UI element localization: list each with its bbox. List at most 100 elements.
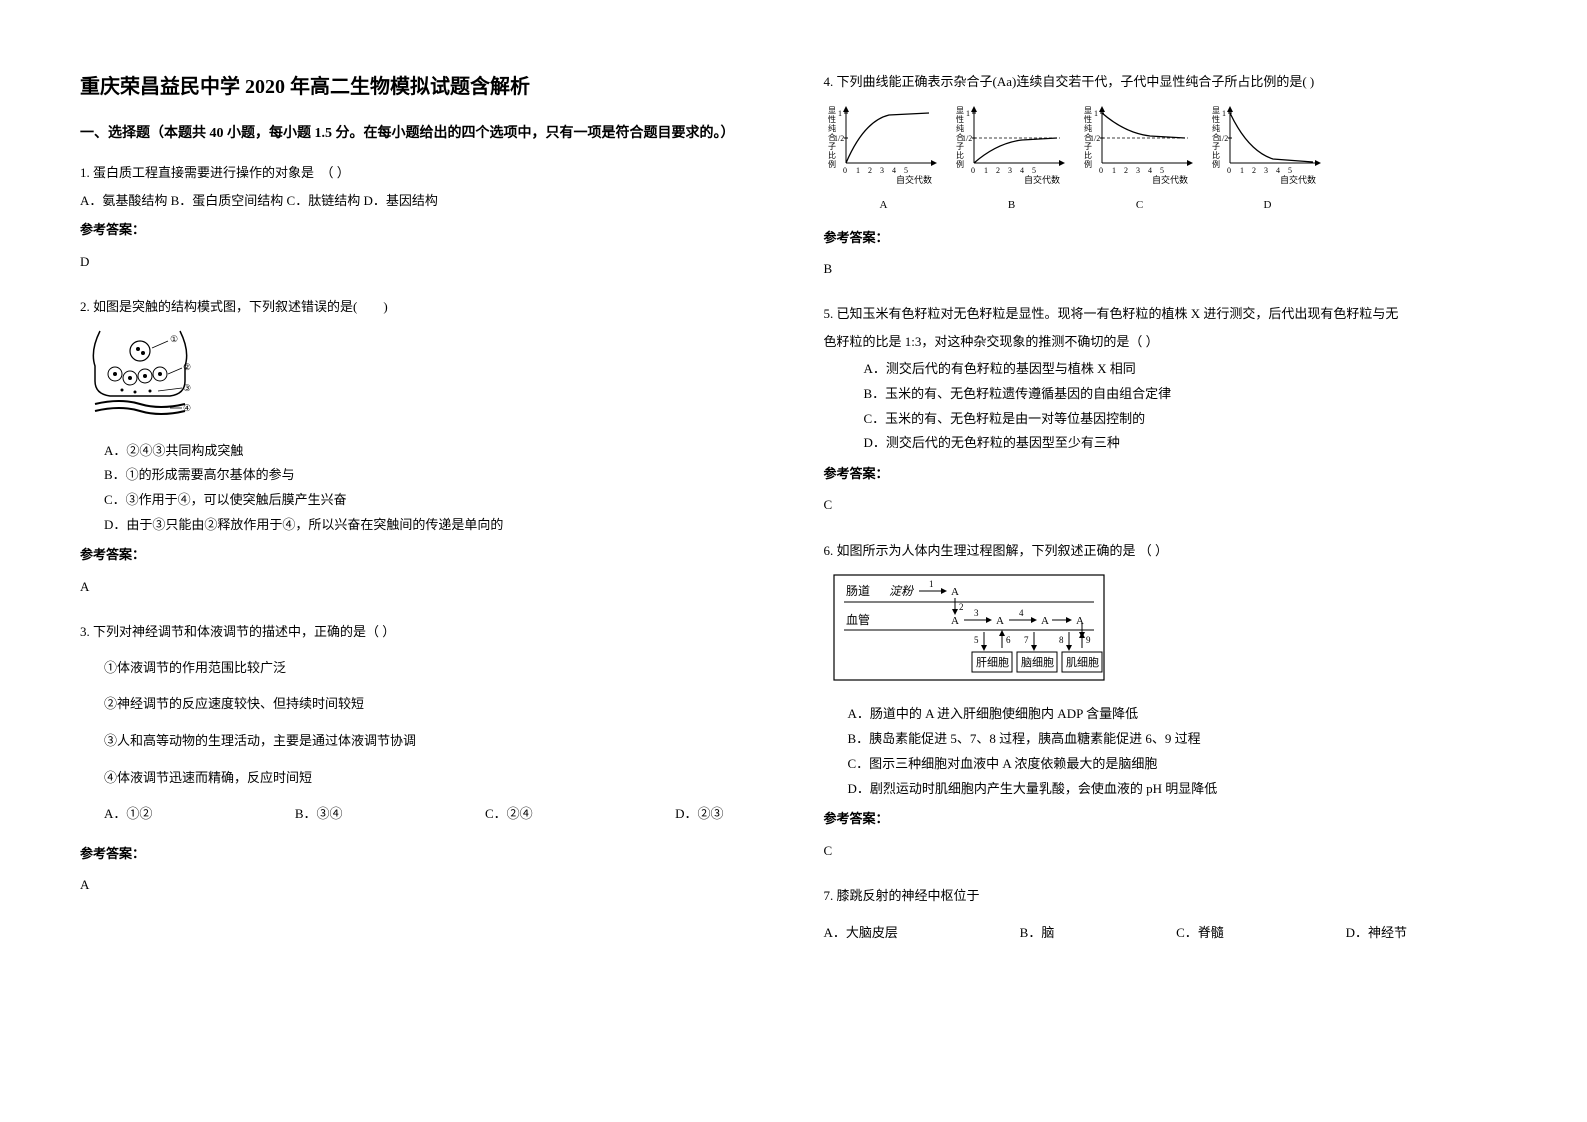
chart-b-label: B [952, 196, 1072, 216]
svg-text:1/2: 1/2 [1090, 134, 1100, 143]
svg-text:9: 9 [1086, 635, 1091, 645]
svg-text:1/2: 1/2 [962, 134, 972, 143]
answer-label: 参考答案： [824, 807, 1508, 830]
q6-optB: B．胰岛素能促进 5、7、8 过程，胰高血糖素能促进 6、9 过程 [824, 727, 1508, 752]
svg-text:1: 1 [1240, 166, 1244, 175]
svg-text:A: A [951, 615, 959, 627]
q5-text2: 色籽粒的比是 1:3，对这种杂交现象的推测不确切的是（ ） [824, 330, 1508, 353]
q3-optB: B．③④ [295, 802, 343, 825]
question-1: 1. 蛋白质工程直接需要进行操作的对象是 （ ） A．氨基酸结构 B．蛋白质空间… [80, 161, 764, 287]
synapse-diagram: ① ② ③ ④ [80, 326, 764, 428]
svg-text:肝细胞: 肝细胞 [976, 656, 1009, 669]
svg-text:3: 3 [1264, 166, 1268, 175]
svg-text:②: ② [183, 362, 191, 372]
chart-d-label: D [1208, 196, 1328, 216]
q2-optC: C．③作用于④，可以使突触后膜产生兴奋 [80, 488, 764, 513]
svg-text:1: 1 [838, 109, 842, 118]
answer-label: 参考答案： [80, 842, 764, 865]
q6-optD: D．剧烈运动时肌细胞内产生大量乳酸，会使血液的 pH 明显降低 [824, 777, 1508, 802]
svg-text:5: 5 [974, 635, 979, 645]
question-3: 3. 下列对神经调节和体液调节的描述中，正确的是（ ） ①体液调节的作用范围比较… [80, 620, 764, 910]
svg-text:自交代数: 自交代数 [1280, 174, 1316, 185]
chart-a-label: A [824, 196, 944, 216]
q3-s3: ③人和高等动物的生理活动，主要是通过体液调节协调 [80, 729, 764, 754]
q3-optC: C．②④ [485, 802, 533, 825]
svg-text:2: 2 [959, 602, 964, 612]
q2-optD: D．由于③只能由②释放作用于④，所以兴奋在突触间的传递是单向的 [80, 513, 764, 538]
q5-text1: 5. 已知玉米有色籽粒对无色籽粒是显性。现将一有色籽粒的植株 X 进行测交，后代… [824, 302, 1508, 325]
svg-text:肌细胞: 肌细胞 [1066, 656, 1099, 669]
q3-s1: ①体液调节的作用范围比较广泛 [80, 656, 764, 681]
question-7: 7. 膝跳反射的神经中枢位于 A．大脑皮层 B．脑 C．脊髓 D．神经节 [824, 884, 1508, 945]
svg-text:1: 1 [984, 166, 988, 175]
q1-text: 1. 蛋白质工程直接需要进行操作的对象是 （ ） [80, 161, 764, 184]
q7-optD: D．神经节 [1346, 921, 1407, 944]
svg-text:4: 4 [1020, 166, 1024, 175]
q2-optB: B．①的形成需要高尔基体的参与 [80, 463, 764, 488]
chart-b: 显性纯合子比例 1 1/2 0 1 2 3 4 5 [952, 101, 1072, 215]
left-column: 重庆荣昌益民中学 2020 年高二生物模拟试题含解析 一、选择题（本题共 40 … [80, 70, 764, 1052]
answer-label: 参考答案： [824, 462, 1508, 485]
svg-text:5: 5 [1032, 166, 1036, 175]
svg-text:1: 1 [1112, 166, 1116, 175]
section-header: 一、选择题（本题共 40 小题，每小题 1.5 分。在每小题给出的四个选项中，只… [80, 123, 764, 145]
svg-text:4: 4 [892, 166, 896, 175]
svg-text:A: A [1041, 615, 1049, 627]
svg-text:2: 2 [996, 166, 1000, 175]
q7-text: 7. 膝跳反射的神经中枢位于 [824, 884, 1508, 907]
svg-text:肠道: 肠道 [846, 584, 870, 598]
chart-a: 显性纯合子比例 1 1/2 0 1 2 3 4 5 自交代数 [824, 101, 944, 215]
chart-d: 显性纯合子比例 1 1/2 0 1 2 3 4 5 自交代数 [1208, 101, 1328, 215]
q5-optA: A．测交后代的有色籽粒的基因型与植株 X 相同 [824, 357, 1508, 382]
q7-optB: B．脑 [1020, 921, 1055, 944]
answer-label: 参考答案： [824, 226, 1508, 249]
svg-text:8: 8 [1059, 635, 1064, 645]
q7-optC: C．脊髓 [1176, 921, 1224, 944]
q4-text: 4. 下列曲线能正确表示杂合子(Aa)连续自交若干代，子代中显性纯合子所占比例的… [824, 70, 1508, 93]
svg-text:5: 5 [1288, 166, 1292, 175]
svg-text:3: 3 [974, 608, 979, 618]
q3-answer: A [80, 873, 764, 896]
svg-text:4: 4 [1019, 608, 1024, 618]
physiology-diagram: 肠道 淀粉 1 A 2 血管 A 3 A 4 [824, 570, 1508, 692]
svg-text:1/2: 1/2 [834, 134, 844, 143]
svg-text:2: 2 [1124, 166, 1128, 175]
svg-text:6: 6 [1006, 635, 1011, 645]
q5-answer: C [824, 493, 1508, 516]
q6-answer: C [824, 839, 1508, 862]
svg-text:3: 3 [880, 166, 884, 175]
svg-text:自交代数: 自交代数 [1024, 174, 1060, 185]
q1-options: A．氨基酸结构 B．蛋白质空间结构 C．肽链结构 D．基因结构 [80, 189, 764, 212]
q1-answer: D [80, 250, 764, 273]
svg-text:1: 1 [929, 579, 934, 589]
q7-options-row: A．大脑皮层 B．脑 C．脊髓 D．神经节 [824, 921, 1508, 944]
svg-text:7: 7 [1024, 635, 1029, 645]
svg-text:2: 2 [1252, 166, 1256, 175]
q3-optA: A．①② [104, 802, 152, 825]
q7-optA: A．大脑皮层 [824, 921, 898, 944]
right-column: 4. 下列曲线能正确表示杂合子(Aa)连续自交若干代，子代中显性纯合子所占比例的… [824, 70, 1508, 1052]
svg-text:脑细胞: 脑细胞 [1021, 656, 1054, 669]
question-4: 4. 下列曲线能正确表示杂合子(Aa)连续自交若干代，子代中显性纯合子所占比例的… [824, 70, 1508, 294]
svg-text:1: 1 [856, 166, 860, 175]
svg-text:0: 0 [1227, 166, 1231, 175]
q5-optD: D．测交后代的无色籽粒的基因型至少有三种 [824, 431, 1508, 456]
svg-text:2: 2 [868, 166, 872, 175]
q3-optD: D．②③ [675, 802, 723, 825]
svg-text:淀粉: 淀粉 [889, 584, 915, 598]
svg-text:A: A [951, 586, 959, 598]
q2-answer: A [80, 575, 764, 598]
q3-options-row: A．①② B．③④ C．②④ D．②③ [80, 802, 764, 825]
q6-optA: A．肠道中的 A 进入肝细胞使细胞内 ADP 含量降低 [824, 702, 1508, 727]
svg-text:4: 4 [1148, 166, 1152, 175]
svg-text:1: 1 [966, 109, 970, 118]
svg-text:1/2: 1/2 [1218, 134, 1228, 143]
q2-text: 2. 如图是突触的结构模式图，下列叙述错误的是( ) [80, 295, 764, 318]
q4-charts: 显性纯合子比例 1 1/2 0 1 2 3 4 5 自交代数 [824, 101, 1508, 215]
page-title: 重庆荣昌益民中学 2020 年高二生物模拟试题含解析 [80, 70, 764, 99]
question-6: 6. 如图所示为人体内生理过程图解，下列叙述正确的是 （ ） 肠道 淀粉 1 A… [824, 539, 1508, 876]
q6-optC: C．图示三种细胞对血液中 A 浓度依赖最大的是脑细胞 [824, 752, 1508, 777]
q5-optB: B．玉米的有、无色籽粒遗传遵循基因的自由组合定律 [824, 382, 1508, 407]
svg-text:5: 5 [904, 166, 908, 175]
svg-text:3: 3 [1008, 166, 1012, 175]
